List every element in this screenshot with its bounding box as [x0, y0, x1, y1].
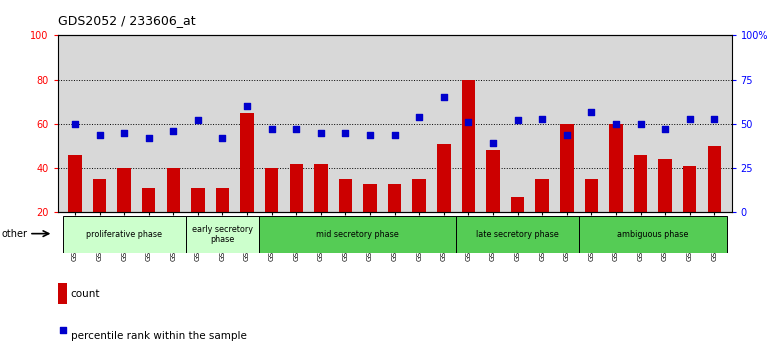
Point	[192, 118, 204, 123]
Bar	[560, 124, 574, 212]
Point	[364, 132, 377, 137]
Text: mid secretory phase: mid secretory phase	[316, 230, 399, 239]
Bar	[290, 164, 303, 212]
Text: ambiguous phase: ambiguous phase	[617, 230, 688, 239]
Point	[388, 132, 400, 137]
Point	[69, 121, 81, 127]
Point	[340, 130, 352, 136]
Point	[708, 116, 721, 121]
Text: other: other	[2, 229, 28, 239]
Bar	[240, 113, 254, 212]
Bar	[437, 144, 450, 212]
Point	[437, 95, 450, 100]
Bar	[62, 216, 186, 253]
Bar	[462, 80, 475, 212]
Text: GDS2052 / 233606_at: GDS2052 / 233606_at	[58, 13, 196, 27]
Bar	[683, 166, 696, 212]
Point	[462, 119, 474, 125]
Point	[487, 141, 499, 146]
Bar	[579, 216, 727, 253]
Bar	[511, 197, 524, 212]
Bar	[486, 150, 500, 212]
Text: percentile rank within the sample: percentile rank within the sample	[71, 331, 246, 341]
Bar	[658, 159, 672, 212]
Bar	[191, 188, 205, 212]
Point	[241, 103, 253, 109]
Bar	[609, 124, 623, 212]
Point	[118, 130, 130, 136]
Point	[536, 116, 548, 121]
Bar	[265, 168, 279, 212]
Bar	[216, 188, 229, 212]
Bar	[535, 179, 549, 212]
Bar	[69, 155, 82, 212]
Bar	[142, 188, 156, 212]
Bar	[584, 179, 598, 212]
Point	[290, 126, 303, 132]
Text: late secretory phase: late secretory phase	[476, 230, 559, 239]
Text: early secretory
phase: early secretory phase	[192, 225, 253, 244]
Bar	[186, 216, 259, 253]
Point	[142, 135, 155, 141]
Bar	[117, 168, 131, 212]
Point	[610, 121, 622, 127]
Point	[216, 135, 229, 141]
Point	[93, 132, 105, 137]
Bar	[413, 179, 426, 212]
Text: proliferative phase: proliferative phase	[86, 230, 162, 239]
Point	[315, 130, 327, 136]
Bar	[314, 164, 327, 212]
Point	[266, 126, 278, 132]
Point	[585, 109, 598, 114]
Bar	[388, 184, 401, 212]
Bar	[634, 155, 648, 212]
Point	[659, 126, 671, 132]
Point	[684, 116, 696, 121]
Point	[413, 114, 425, 120]
Bar	[363, 184, 377, 212]
Text: count: count	[71, 289, 100, 299]
Bar	[166, 168, 180, 212]
Point	[634, 121, 647, 127]
Point	[561, 132, 573, 137]
Point	[146, 233, 158, 238]
Bar	[93, 179, 106, 212]
Bar	[259, 216, 456, 253]
Bar	[708, 146, 721, 212]
Point	[167, 128, 179, 134]
Point	[511, 118, 524, 123]
Bar	[456, 216, 579, 253]
Bar	[339, 179, 352, 212]
